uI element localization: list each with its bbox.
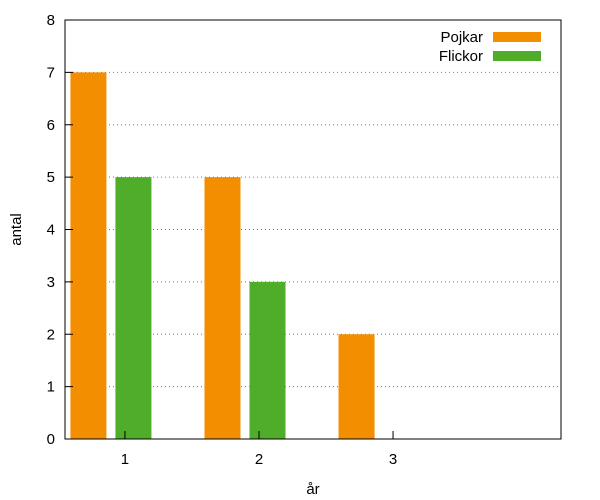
x-axis-label: år <box>306 481 319 498</box>
bar-pojkar-3 <box>338 334 375 439</box>
legend-label-pojkar: Pojkar <box>440 29 483 46</box>
x-tick-label: 1 <box>121 451 129 468</box>
legend-swatch-pojkar <box>493 32 541 42</box>
bar-pojkar-1 <box>70 72 107 439</box>
y-tick-label: 3 <box>47 274 55 291</box>
y-axis-label: antal <box>8 213 25 246</box>
bar-pojkar-2 <box>204 177 241 439</box>
x-tick-label: 2 <box>255 451 263 468</box>
legend-swatch-flickor <box>493 51 541 61</box>
y-tick-label: 0 <box>47 431 55 448</box>
y-tick-label: 2 <box>47 326 55 343</box>
y-tick-label: 7 <box>47 64 55 81</box>
bars <box>70 72 375 439</box>
gridlines <box>65 71 561 388</box>
bar-flickor-1 <box>115 177 152 439</box>
legend: Pojkar Flickor <box>439 29 541 65</box>
y-ticks: 0 1 2 3 4 5 6 7 8 <box>47 12 73 448</box>
y-tick-label: 5 <box>47 169 55 186</box>
bar-flickor-2 <box>249 281 286 439</box>
y-tick-label: 6 <box>47 117 55 134</box>
x-tick-label: 3 <box>389 451 397 468</box>
y-tick-label: 8 <box>47 12 55 29</box>
legend-label-flickor: Flickor <box>439 48 483 65</box>
y-tick-label: 4 <box>47 222 55 239</box>
y-tick-label: 1 <box>47 379 55 396</box>
x-ticks: 1 2 3 <box>121 431 397 468</box>
